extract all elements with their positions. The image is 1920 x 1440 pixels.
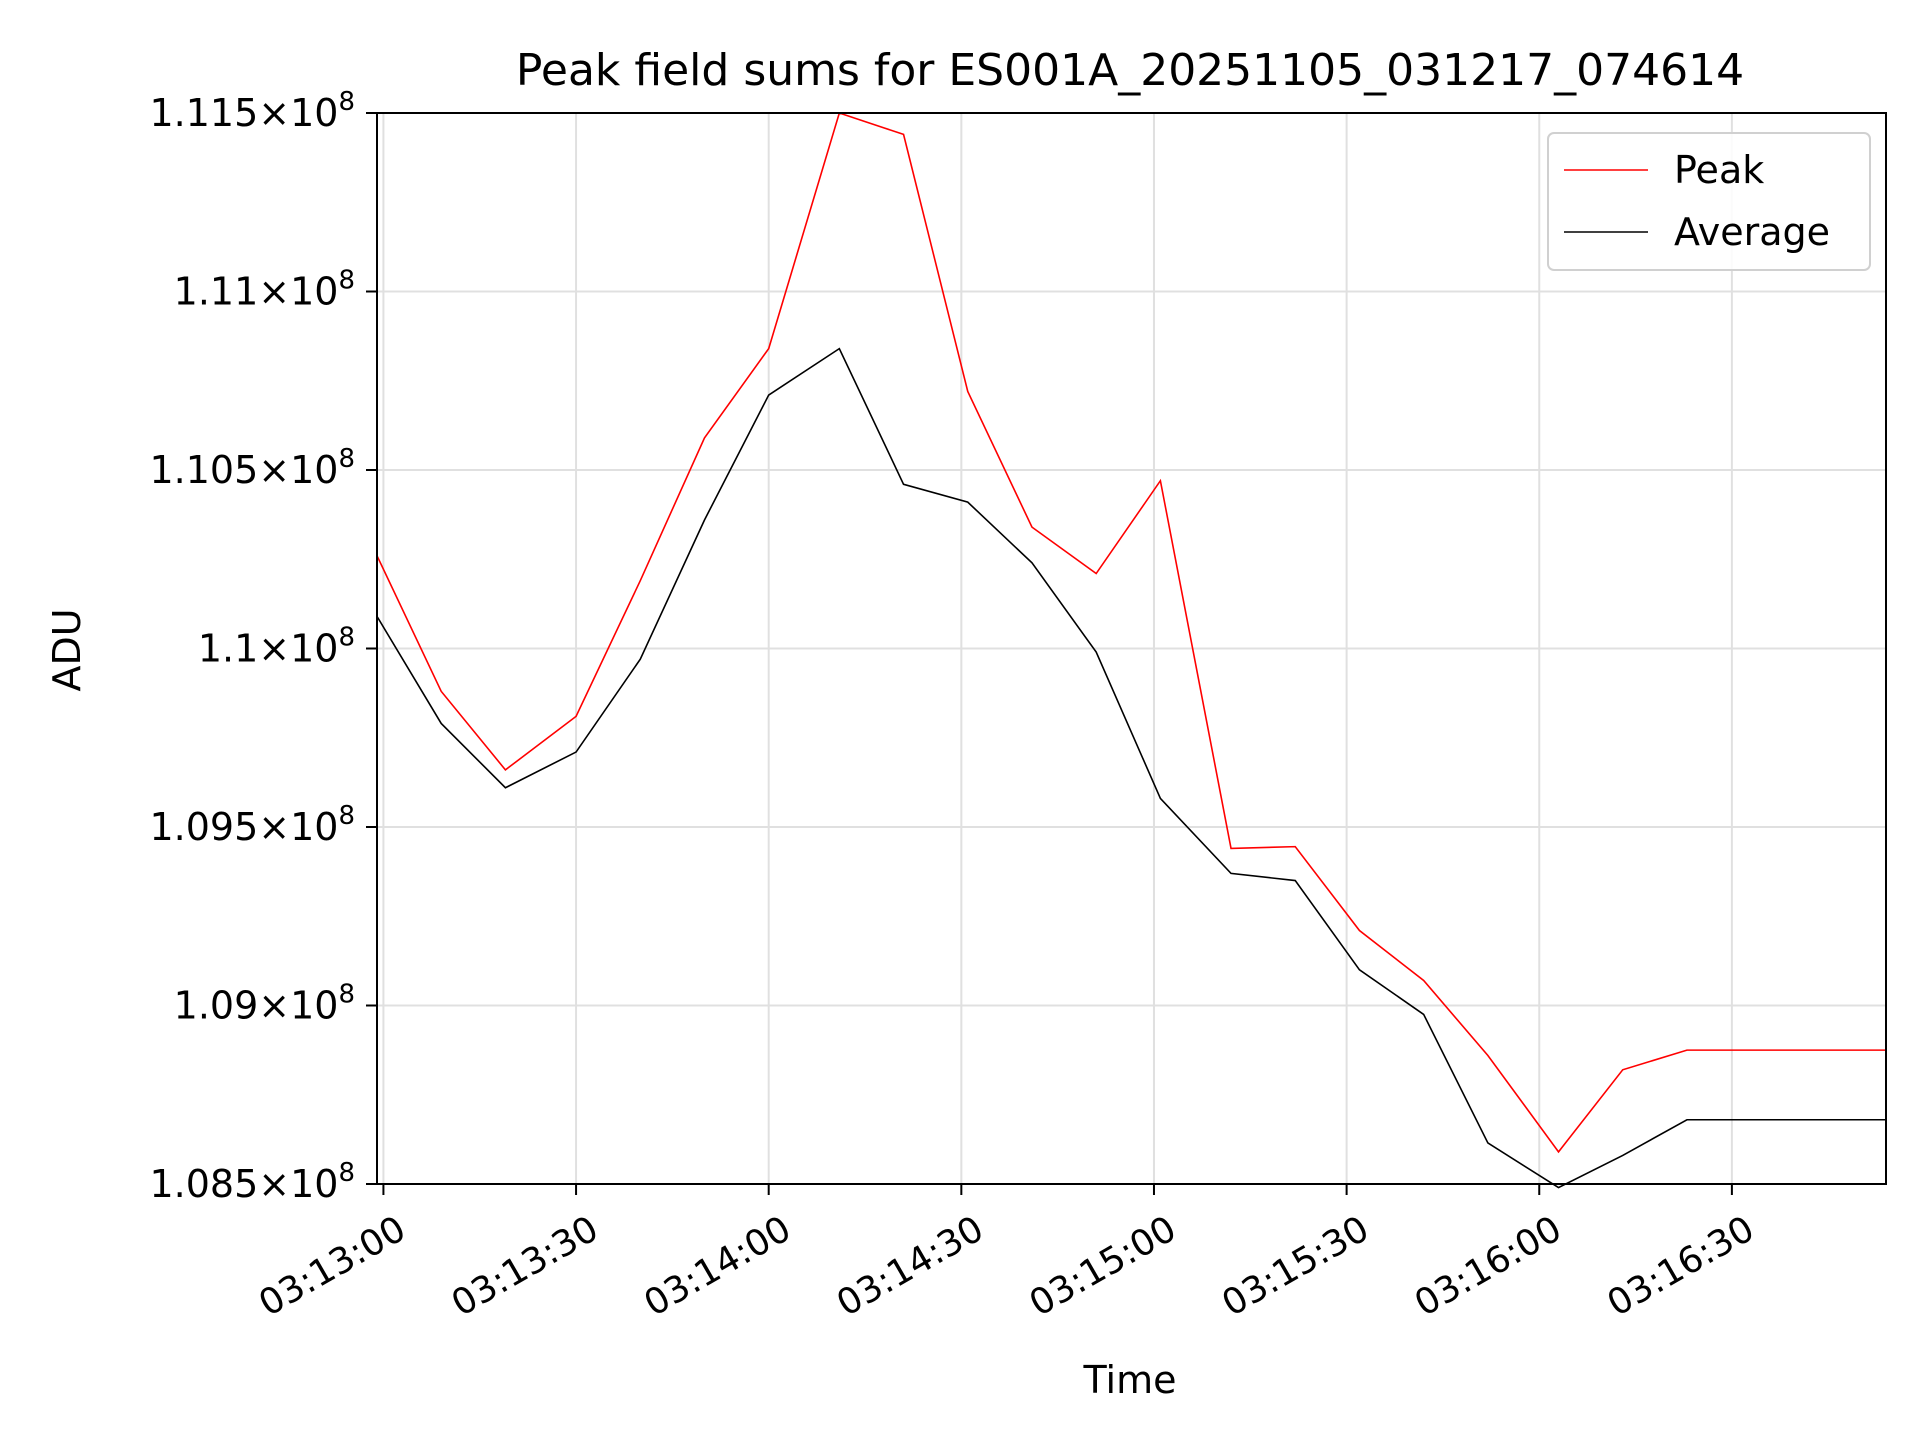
y-tick-exponent: 8	[338, 801, 355, 831]
y-tick-exponent: 8	[338, 266, 355, 296]
y-tick-label: 1.09×108	[174, 980, 355, 1028]
series-line-average	[376, 347, 1886, 1189]
y-tick-label: 1.095×108	[149, 801, 355, 849]
y-tick-mantissa: 1.11	[174, 270, 259, 314]
y-tick-mantissa: 1.095	[149, 805, 258, 849]
y-tick-label: 1.1×108	[198, 623, 355, 671]
y-axis-label: ADU	[45, 608, 89, 691]
y-tick-times: ×10	[258, 448, 338, 492]
y-tick-label: 1.085×108	[149, 1158, 355, 1206]
y-tick-times: ×10	[258, 805, 338, 849]
y-tick-label: 1.105×108	[149, 444, 355, 492]
series-line-peak	[376, 111, 1886, 1154]
y-tick-mantissa: 1.1	[198, 627, 258, 671]
y-tick-times: ×10	[258, 984, 338, 1028]
y-tick-label: 1.11×108	[174, 266, 355, 314]
legend-label: Peak	[1674, 148, 1764, 192]
y-tick-times: ×10	[258, 270, 338, 314]
legend: Peak Average	[1547, 132, 1871, 271]
y-tick-times: ×10	[258, 1162, 338, 1206]
y-tick-mantissa: 1.115	[149, 91, 258, 135]
y-tick-exponent: 8	[338, 87, 355, 117]
y-tick-mantissa: 1.105	[149, 448, 258, 492]
y-tick-mantissa: 1.085	[149, 1162, 258, 1206]
y-tick-mantissa: 1.09	[174, 984, 259, 1028]
y-tick-exponent: 8	[338, 623, 355, 653]
series-layer	[376, 111, 1886, 1189]
legend-box	[1547, 132, 1871, 271]
y-tick-times: ×10	[258, 627, 338, 671]
y-tick-exponent: 8	[338, 444, 355, 474]
y-axis: 1.085×1081.09×1081.095×1081.1×1081.105×1…	[149, 87, 377, 1206]
chart-title: Peak field sums for ES001A_20251105_0312…	[516, 45, 1744, 96]
x-axis-label: Time	[1083, 1358, 1177, 1402]
y-tick-exponent: 8	[338, 1158, 355, 1188]
legend-label: Average	[1674, 210, 1830, 254]
y-tick-exponent: 8	[338, 980, 355, 1010]
y-tick-times: ×10	[258, 91, 338, 135]
y-tick-label: 1.115×108	[149, 87, 355, 135]
